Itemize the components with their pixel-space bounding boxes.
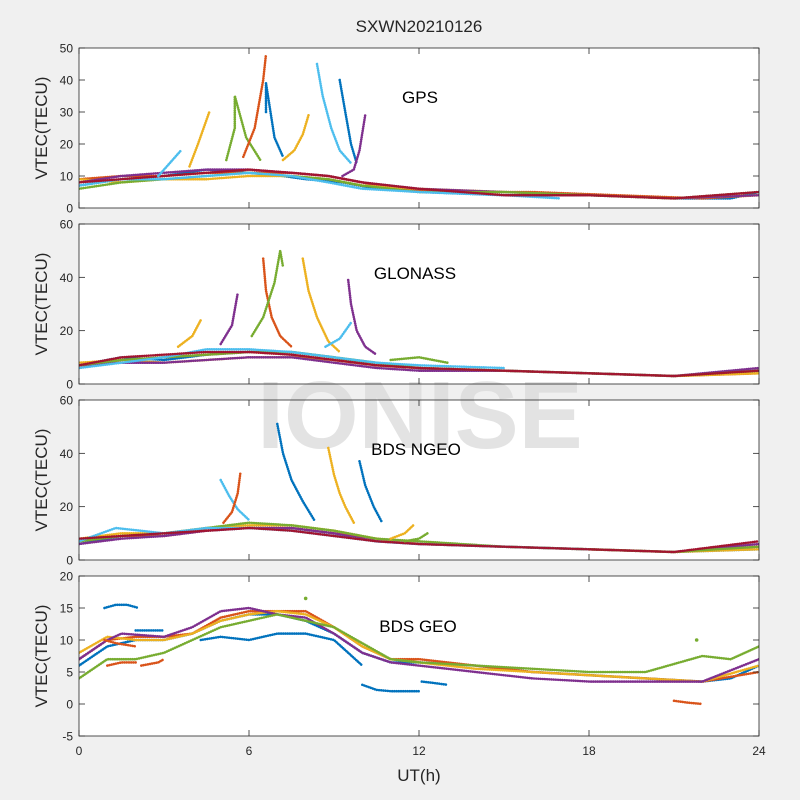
series-10 bbox=[264, 81, 285, 159]
y-axis-label: VTEC(TECU) bbox=[32, 429, 51, 532]
series-7 bbox=[176, 318, 203, 348]
series-10 bbox=[106, 661, 137, 667]
series-9 bbox=[242, 53, 268, 159]
y-tick-label: -5 bbox=[62, 730, 73, 744]
series-11 bbox=[301, 257, 341, 354]
y-tick-label: 40 bbox=[60, 74, 74, 88]
series-group bbox=[79, 53, 759, 200]
series-12 bbox=[389, 524, 415, 540]
series-12 bbox=[315, 62, 353, 165]
series-12 bbox=[672, 699, 704, 706]
series-11 bbox=[358, 460, 384, 524]
y-tick-label: 40 bbox=[60, 271, 74, 285]
x-tick-label: 0 bbox=[76, 744, 83, 758]
panel-bds-geo-background bbox=[79, 576, 759, 736]
series-6 bbox=[79, 526, 759, 554]
y-tick-label: 60 bbox=[60, 218, 74, 232]
series-7 bbox=[361, 683, 421, 693]
series-group bbox=[79, 249, 759, 378]
series-8 bbox=[222, 470, 242, 524]
y-tick-label: 20 bbox=[60, 324, 74, 338]
panel-label: BDS GEO bbox=[379, 617, 456, 636]
panel-1: 0 20 40 60 VTEC(TECU) GLONASS bbox=[32, 218, 760, 392]
y-axis-label: VTEC(TECU) bbox=[32, 253, 51, 356]
series-13 bbox=[324, 321, 353, 348]
panel-0: 0 10 20 30 40 50 VTEC(TECU) GPS bbox=[32, 42, 760, 216]
x-tick-label: 18 bbox=[582, 744, 596, 758]
series-7 bbox=[188, 110, 211, 168]
series-12 bbox=[346, 278, 378, 356]
y-tick-label: 20 bbox=[60, 570, 74, 584]
series-5 bbox=[79, 171, 562, 200]
x-tick-label: 12 bbox=[412, 744, 426, 758]
series-9 bbox=[103, 638, 137, 648]
panel-glonass-background bbox=[79, 224, 759, 384]
y-tick-label: 10 bbox=[60, 170, 74, 184]
series-14 bbox=[389, 356, 449, 364]
series-15 bbox=[157, 149, 183, 178]
y-tick-label: 0 bbox=[66, 554, 73, 568]
y-tick-label: 30 bbox=[60, 106, 74, 120]
series-5 bbox=[79, 348, 506, 370]
y-tick-label: 60 bbox=[60, 394, 74, 408]
y-tick-label: 0 bbox=[66, 698, 73, 712]
panel-label: GLONASS bbox=[374, 264, 456, 283]
series-6 bbox=[103, 603, 140, 610]
panel-label: BDS NGEO bbox=[371, 440, 461, 459]
series-6 bbox=[79, 168, 759, 200]
y-tick-label: 40 bbox=[60, 447, 74, 461]
panel-2: 0 20 40 60 VTEC(TECU) BDS NGEO bbox=[32, 394, 760, 568]
y-tick-label: 15 bbox=[60, 602, 74, 616]
series-7 bbox=[219, 478, 251, 522]
series-14 bbox=[341, 113, 367, 178]
y-tick-label: 0 bbox=[66, 378, 73, 392]
y-tick-label: 5 bbox=[66, 666, 73, 680]
series-point bbox=[303, 596, 308, 601]
series-10 bbox=[250, 249, 285, 338]
y-tick-label: 20 bbox=[60, 500, 74, 514]
x-tick-label: 6 bbox=[246, 744, 253, 758]
series-8 bbox=[225, 94, 262, 162]
watermark: IONISE bbox=[257, 362, 582, 469]
y-axis-label: VTEC(TECU) bbox=[32, 605, 51, 708]
series-9 bbox=[261, 257, 293, 348]
series-8 bbox=[219, 292, 239, 346]
series-11 bbox=[140, 657, 166, 667]
panel-label: GPS bbox=[402, 88, 438, 107]
series-group bbox=[79, 422, 759, 554]
y-axis-label: VTEC(TECU) bbox=[32, 77, 51, 180]
figure-title: SXWN20210126 bbox=[356, 17, 483, 36]
x-tick-label: 24 bbox=[752, 744, 766, 758]
series-8 bbox=[420, 680, 449, 687]
y-tick-label: 50 bbox=[60, 42, 74, 56]
y-tick-label: 0 bbox=[66, 202, 73, 216]
series-group bbox=[79, 596, 759, 706]
series-6 bbox=[79, 350, 759, 378]
series-4 bbox=[79, 613, 759, 680]
series-9 bbox=[276, 422, 316, 522]
panel-gps-background bbox=[79, 48, 759, 208]
y-tick-label: 20 bbox=[60, 138, 74, 152]
series-11 bbox=[281, 113, 310, 162]
series-point bbox=[694, 638, 699, 642]
series-3 bbox=[79, 606, 759, 683]
series-13 bbox=[338, 78, 358, 165]
y-tick-label: 10 bbox=[60, 634, 74, 648]
series-10 bbox=[327, 446, 356, 524]
series-13 bbox=[403, 532, 429, 543]
series-5 bbox=[199, 632, 364, 667]
x-axis-label: UT(h) bbox=[397, 766, 440, 785]
